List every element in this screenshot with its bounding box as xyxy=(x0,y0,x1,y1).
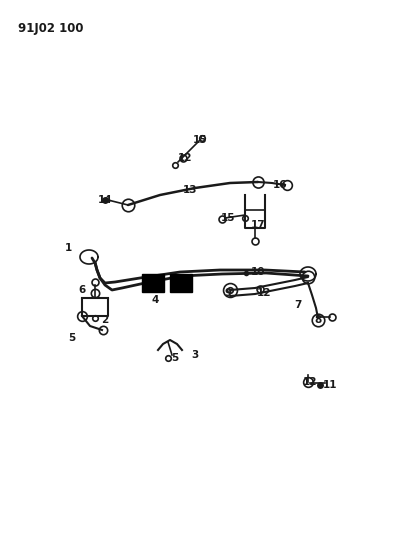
Text: 4: 4 xyxy=(151,295,158,305)
Text: 5: 5 xyxy=(171,353,178,363)
Text: 16: 16 xyxy=(272,180,287,190)
Text: 12: 12 xyxy=(177,153,192,163)
Text: 91J02 100: 91J02 100 xyxy=(18,22,83,35)
Text: 9: 9 xyxy=(224,288,231,298)
Text: 12: 12 xyxy=(256,288,271,298)
Text: 6: 6 xyxy=(78,285,85,295)
Text: 1: 1 xyxy=(64,243,71,253)
Text: 2: 2 xyxy=(101,315,108,325)
Text: 15: 15 xyxy=(220,213,235,223)
Text: 11: 11 xyxy=(322,380,336,390)
Text: 5: 5 xyxy=(68,333,75,343)
Text: 14: 14 xyxy=(97,195,112,205)
Text: 12: 12 xyxy=(302,377,316,387)
Text: 13: 13 xyxy=(182,185,197,195)
Text: 17: 17 xyxy=(250,220,265,230)
Bar xyxy=(170,274,192,292)
Bar xyxy=(142,274,164,292)
Text: 8: 8 xyxy=(314,315,321,325)
Text: 15: 15 xyxy=(192,135,207,145)
Text: 7: 7 xyxy=(294,300,301,310)
Text: 10: 10 xyxy=(250,267,265,277)
Text: 3: 3 xyxy=(191,350,198,360)
